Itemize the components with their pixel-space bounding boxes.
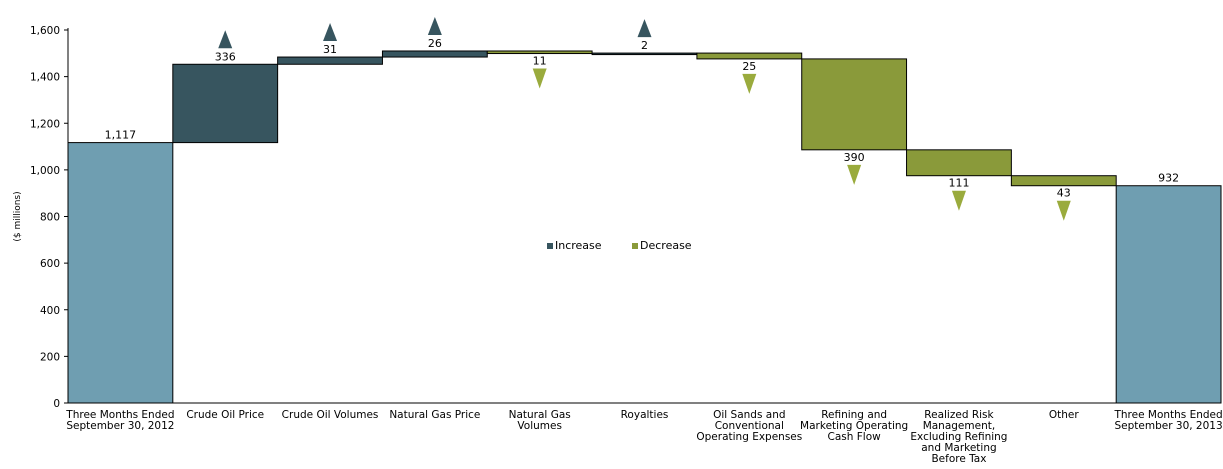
data-label: 2 [641,39,648,52]
category-label: Other [1049,409,1079,421]
legend-label: Decrease [640,239,692,252]
increase-bar [591,52,698,56]
category-label: Natural Gas Price [389,409,480,421]
increase-bar [172,63,279,144]
legend-swatch [632,243,638,249]
y-tick-label: 1,200 [30,118,60,130]
data-label: 336 [215,50,236,63]
y-tick-label: 800 [40,212,60,224]
decrease-bar [801,58,908,151]
data-labels: 1,117 336 31 26 11 2 25 390 111 43 932 [105,37,1179,200]
total-bar [1115,185,1222,404]
category-label: Refining and Marketing Operating Cash Flow [800,409,908,443]
bars [67,50,1222,404]
y-tick-label: 200 [40,351,60,363]
increase-arrow-icon [323,23,338,42]
data-label: 932 [1158,172,1179,185]
legend-swatch [547,243,553,249]
data-label: 25 [742,60,756,73]
category-label: Oil Sands and Conventional Operating Expen… [696,409,802,443]
y-tick-label: 400 [40,305,60,317]
increase-arrow-icon [427,16,442,35]
decrease-bar [1010,175,1117,187]
increase-bar [277,56,383,65]
y-tick-label: 1,600 [30,25,60,37]
category-label: Crude Oil Volumes [282,409,379,421]
decrease-bar [696,52,803,60]
increase-arrow-icon [637,19,652,38]
decrease-bar [486,50,593,55]
category-label: Three Months Ended September 30, 2013 [1113,409,1222,432]
category-labels: Three Months Ended September 30, 2012 Crud… [65,409,1222,465]
category-label: Royalties [621,409,669,421]
y-tick-label: 600 [40,258,60,270]
category-label: Realized Risk Management, Excluding Refini… [910,409,1007,465]
y-tick-label: 1,000 [30,165,60,177]
category-label: Three Months Ended September 30, 2012 [65,409,174,432]
data-label: 43 [1057,187,1071,200]
data-label: 11 [533,55,547,68]
direction-arrows [218,16,1071,221]
category-label: Crude Oil Price [186,409,264,421]
decrease-arrow-icon [742,73,757,94]
legend: Increase Decrease [547,239,692,252]
decrease-arrow-icon [1056,200,1071,221]
data-label: 111 [948,177,969,190]
data-label: 26 [428,37,442,50]
increase-bar [381,50,488,58]
decrease-arrow-icon [951,190,966,211]
category-label: Natural Gas Volumes [509,409,571,432]
y-tick-label: 0 [53,398,60,410]
y-axis-label: ($ millions) [13,191,23,241]
axes: 0 200 400 600 800 1,000 1,200 1,400 1,600 [30,25,1221,410]
decrease-arrow-icon [847,164,862,185]
increase-arrow-icon [218,30,233,49]
total-bar [67,142,174,404]
legend-label: Increase [555,239,602,252]
data-label: 1,117 [105,129,137,142]
data-label: 31 [323,43,337,56]
data-label: 390 [844,151,865,164]
decrease-arrow-icon [532,68,547,89]
y-tick-label: 1,400 [30,72,60,84]
decrease-bar [906,149,1012,177]
